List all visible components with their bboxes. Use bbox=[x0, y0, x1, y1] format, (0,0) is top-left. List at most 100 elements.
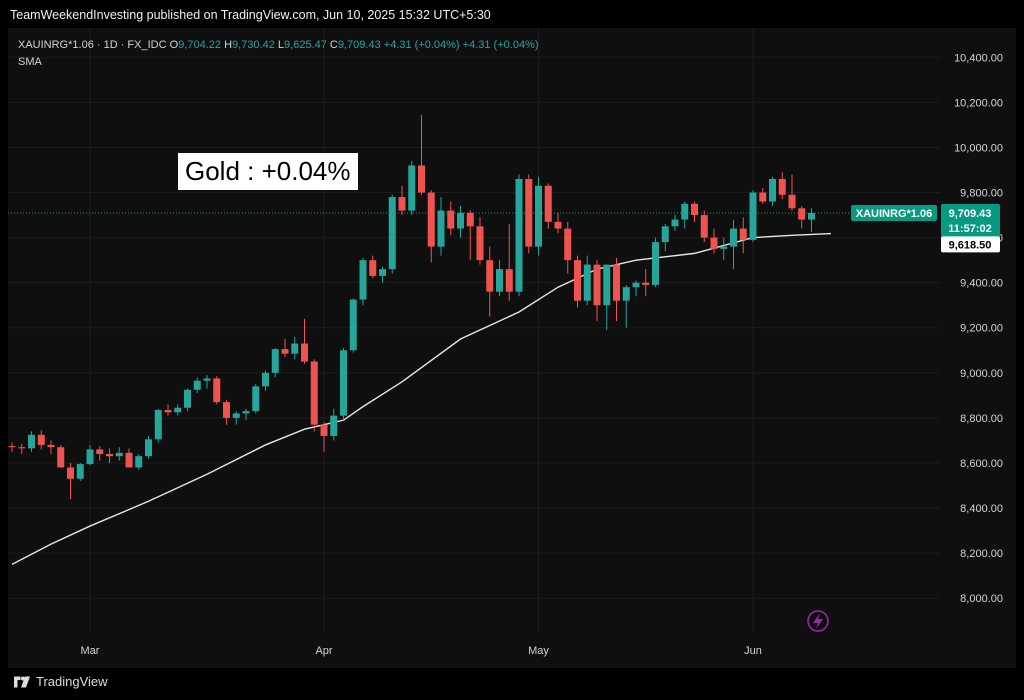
candle-body[interactable] bbox=[535, 185, 542, 247]
candle-body[interactable] bbox=[320, 424, 328, 436]
candle-body[interactable] bbox=[554, 221, 562, 229]
candle-body[interactable] bbox=[8, 446, 16, 448]
candle-body[interactable] bbox=[505, 269, 513, 292]
candle-body[interactable] bbox=[47, 444, 55, 448]
candle-body[interactable] bbox=[213, 378, 221, 403]
candle-body[interactable] bbox=[652, 242, 659, 285]
candle-body[interactable] bbox=[457, 212, 464, 229]
candle-body[interactable] bbox=[262, 372, 269, 387]
candle-body[interactable] bbox=[437, 210, 445, 247]
tradingview-footer[interactable]: TradingView bbox=[14, 674, 108, 689]
candle-body[interactable] bbox=[193, 380, 201, 390]
candle-body[interactable] bbox=[730, 228, 737, 247]
candle-body[interactable] bbox=[778, 179, 786, 195]
candle-body[interactable] bbox=[808, 213, 815, 220]
candle-body[interactable] bbox=[106, 453, 113, 457]
candle-body[interactable] bbox=[203, 378, 211, 381]
candle-body[interactable] bbox=[427, 192, 435, 247]
candle-body[interactable] bbox=[486, 260, 494, 292]
candle-body[interactable] bbox=[232, 413, 240, 418]
change-value: +4.31 (+0.04%) bbox=[383, 39, 460, 51]
candle-body[interactable] bbox=[359, 260, 367, 300]
candle-body[interactable] bbox=[76, 464, 84, 479]
chart-pane[interactable] bbox=[8, 28, 1016, 668]
sma-indicator-label[interactable]: SMA bbox=[18, 56, 42, 68]
candle-body[interactable] bbox=[496, 269, 503, 292]
candle-body[interactable] bbox=[603, 264, 611, 306]
candle-body[interactable] bbox=[301, 343, 308, 362]
candle-body[interactable] bbox=[291, 343, 299, 354]
candle-body[interactable] bbox=[720, 246, 728, 249]
candle-body[interactable] bbox=[271, 349, 279, 373]
y-tick-label: 8,200.00 bbox=[960, 548, 1003, 560]
candle-body[interactable] bbox=[632, 282, 640, 288]
candle-body[interactable] bbox=[154, 410, 162, 440]
candle-body[interactable] bbox=[759, 192, 767, 202]
publisher-caption: TeamWeekendInvesting published on Tradin… bbox=[10, 8, 491, 22]
candle-body[interactable] bbox=[593, 264, 601, 306]
low-value: 9,625.47 bbox=[284, 39, 327, 51]
candle-body[interactable] bbox=[739, 228, 747, 240]
candle-body[interactable] bbox=[447, 210, 455, 229]
candle-body[interactable] bbox=[681, 203, 689, 220]
candle-body[interactable] bbox=[281, 349, 289, 354]
candle-body[interactable] bbox=[622, 287, 630, 301]
candle-body[interactable] bbox=[700, 215, 708, 238]
lightning-icon[interactable] bbox=[807, 610, 829, 632]
candle-body[interactable] bbox=[515, 179, 523, 292]
candle-body[interactable] bbox=[37, 434, 45, 445]
candle-body[interactable] bbox=[67, 467, 74, 479]
candle-body[interactable] bbox=[115, 452, 123, 457]
candle-body[interactable] bbox=[330, 415, 338, 436]
y-tick-label: 9,200.00 bbox=[960, 323, 1003, 335]
candle-body[interactable] bbox=[525, 179, 533, 247]
candle-body[interactable] bbox=[310, 361, 318, 425]
candle-body[interactable] bbox=[642, 282, 650, 285]
candle-body[interactable] bbox=[28, 434, 35, 449]
candle-body[interactable] bbox=[544, 185, 552, 222]
candle-body[interactable] bbox=[57, 447, 65, 468]
candle-body[interactable] bbox=[798, 208, 806, 220]
candle-body[interactable] bbox=[145, 439, 152, 457]
candle-body[interactable] bbox=[408, 165, 416, 211]
candle-body[interactable] bbox=[174, 407, 182, 413]
candle-body[interactable] bbox=[691, 203, 698, 216]
candle-body[interactable] bbox=[564, 228, 572, 261]
candle-body[interactable] bbox=[252, 386, 260, 412]
candle-body[interactable] bbox=[769, 179, 776, 202]
candle-body[interactable] bbox=[96, 449, 104, 454]
footer-brand: TradingView bbox=[36, 674, 108, 689]
candle-body[interactable] bbox=[242, 411, 250, 414]
x-tick-label: Mar bbox=[81, 645, 100, 657]
candle-body[interactable] bbox=[125, 452, 133, 468]
candle-body[interactable] bbox=[671, 219, 679, 227]
candle-body[interactable] bbox=[466, 212, 474, 227]
candle-body[interactable] bbox=[574, 260, 581, 301]
y-tick-label: 10,200.00 bbox=[954, 97, 1003, 109]
candle-body[interactable] bbox=[340, 350, 347, 416]
candle-body[interactable] bbox=[349, 299, 357, 351]
candle-body[interactable] bbox=[135, 456, 143, 468]
candle-body[interactable] bbox=[86, 449, 94, 465]
symbol-name[interactable]: XAUINRG*1.06 · 1D · FX_IDC bbox=[18, 39, 167, 51]
candle-body[interactable] bbox=[398, 197, 406, 211]
candle-body[interactable] bbox=[476, 226, 484, 261]
candle-body[interactable] bbox=[164, 410, 172, 413]
candle-body[interactable] bbox=[661, 226, 669, 243]
candle-body[interactable] bbox=[749, 192, 757, 240]
candle-body[interactable] bbox=[369, 260, 377, 276]
candle-body[interactable] bbox=[710, 237, 718, 249]
candle-body[interactable] bbox=[379, 269, 386, 276]
candle-body[interactable] bbox=[18, 447, 26, 449]
candle-body[interactable] bbox=[184, 389, 191, 408]
y-tick-label: 10,000.00 bbox=[954, 142, 1003, 154]
candle-body[interactable] bbox=[388, 197, 396, 270]
candle-body[interactable] bbox=[583, 264, 591, 301]
candle-body[interactable] bbox=[418, 165, 425, 193]
candle-body[interactable] bbox=[223, 402, 230, 418]
candle-body[interactable] bbox=[788, 194, 796, 209]
candle-body[interactable] bbox=[613, 264, 620, 301]
gold-change-badge: Gold : +0.04% bbox=[178, 153, 358, 190]
y-tick-label: 10,400.00 bbox=[954, 52, 1003, 64]
